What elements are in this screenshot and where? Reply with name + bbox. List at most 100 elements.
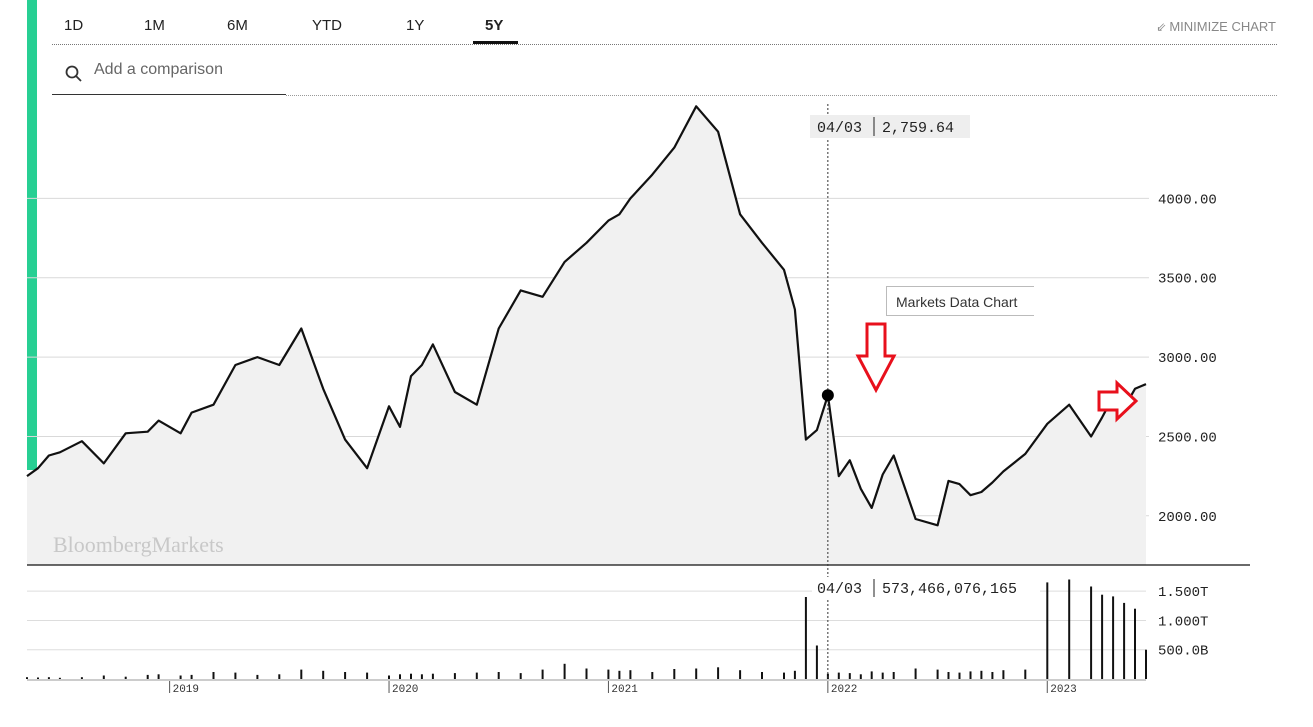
crosshair-volume-date: 04/03 xyxy=(817,581,862,598)
crosshair-point xyxy=(821,389,834,402)
volume-bar xyxy=(58,677,61,679)
volume-bar xyxy=(969,671,972,679)
volume-bar xyxy=(278,674,281,679)
crosshair-date: 04/03 xyxy=(817,120,862,137)
volume-bar xyxy=(37,677,39,679)
chart-tooltip: Markets Data Chart xyxy=(886,286,1034,316)
crosshair-volume: 573,466,076,165 xyxy=(882,581,1017,598)
volume-bar xyxy=(607,669,610,679)
tab-1y[interactable]: 1Y xyxy=(406,17,425,34)
volume-bar xyxy=(947,672,950,679)
volume-bar xyxy=(739,670,742,679)
volume-bar xyxy=(793,670,796,679)
volume-bar xyxy=(991,672,994,679)
volume-bar xyxy=(892,672,895,679)
down-arrow-annotation xyxy=(855,322,897,394)
price-tick-label: 2000.00 xyxy=(1158,510,1217,526)
volume-bar xyxy=(475,672,478,679)
tab-1d[interactable]: 1D xyxy=(64,17,84,34)
volume-bar xyxy=(190,674,193,679)
range-tabs: 1D 1M 6M YTD 1Y 5Y xyxy=(52,10,1277,45)
brand-watermark: BloombergMarkets xyxy=(53,532,224,557)
tab-5y[interactable]: 5Y xyxy=(485,17,504,34)
minimize-chart-button[interactable]: ⇙ MINIMIZE CHART xyxy=(1156,19,1276,34)
x-tick-label: 2022 xyxy=(831,684,857,696)
volume-bar xyxy=(1068,579,1071,679)
volume-bar xyxy=(453,673,456,679)
price-area xyxy=(27,106,1146,566)
volume-bar xyxy=(26,677,28,679)
volume-bar xyxy=(1090,586,1093,679)
volume-bar xyxy=(1046,582,1049,679)
volume-bar xyxy=(322,670,325,679)
volume-bar xyxy=(497,672,500,679)
volume-bar xyxy=(157,674,160,679)
x-tick-label: 2021 xyxy=(611,684,638,696)
volume-bar xyxy=(761,672,763,679)
price-line xyxy=(26,105,1147,527)
tab-6m[interactable]: 6M xyxy=(227,17,248,34)
volume-bar xyxy=(804,597,807,679)
volume-bar xyxy=(366,672,369,679)
volume-bar xyxy=(124,676,127,679)
volume-bar xyxy=(431,673,434,679)
price-tick-label: 2500.00 xyxy=(1158,431,1217,447)
volume-bar xyxy=(870,671,873,679)
volume-bar xyxy=(958,672,961,679)
header-divider xyxy=(286,95,1277,96)
volume-bar xyxy=(410,673,412,679)
accent-bar xyxy=(27,0,37,470)
volume-bar xyxy=(618,670,621,679)
volume-bar xyxy=(399,674,401,679)
comparison-input[interactable] xyxy=(92,60,276,80)
minimize-icon: ⇙ xyxy=(1156,20,1167,34)
price-tick-label: 3500.00 xyxy=(1158,272,1217,288)
search-icon xyxy=(65,65,82,82)
price-tick-label: 4000.00 xyxy=(1158,192,1217,208)
volume-bar xyxy=(1123,602,1126,679)
volume-bar xyxy=(673,669,676,679)
volume-tick-label: 1.000T xyxy=(1158,615,1208,631)
volume-bar xyxy=(1024,669,1027,679)
volume-bar xyxy=(837,672,840,679)
volume-bar xyxy=(783,672,785,679)
volume-bar xyxy=(179,675,182,679)
volume-bar xyxy=(519,673,522,679)
volume-bar xyxy=(848,673,851,679)
volume-tick-label: 1.500T xyxy=(1158,585,1208,601)
volume-bar xyxy=(47,677,50,679)
minimize-label: MINIMIZE CHART xyxy=(1169,19,1276,34)
volume-bar xyxy=(102,675,105,679)
active-tab-underline xyxy=(473,41,518,44)
volume-bar xyxy=(881,672,884,679)
volume-bar xyxy=(212,672,215,679)
volume-bar xyxy=(936,669,939,679)
x-tick-label: 2019 xyxy=(173,684,199,696)
volume-bar xyxy=(695,668,698,679)
right-arrow-annotation xyxy=(1097,379,1139,423)
volume-bar xyxy=(1002,670,1005,679)
crosshair-price: 2,759.64 xyxy=(882,120,954,137)
tab-1m[interactable]: 1M xyxy=(144,17,165,34)
volume-bar xyxy=(1134,608,1136,679)
volume-bar xyxy=(146,674,149,679)
volume-bar xyxy=(300,669,303,679)
volume-bar xyxy=(651,672,654,679)
volume-bar xyxy=(717,667,720,679)
crosshair-price-label: 04/03 2,759.64 xyxy=(810,115,970,138)
volume-bar xyxy=(585,668,588,679)
volume-bar xyxy=(563,663,566,679)
volume-bar xyxy=(1145,649,1147,679)
crosshair-volume-label: 04/03 573,466,076,165 xyxy=(812,577,1040,598)
tab-ytd[interactable]: YTD xyxy=(312,17,342,34)
volume-bar xyxy=(344,672,347,679)
volume-tick-label: 500.0B xyxy=(1158,644,1208,660)
price-tick-label: 3000.00 xyxy=(1158,351,1217,367)
x-tick-label: 2023 xyxy=(1050,684,1076,696)
volume-bar xyxy=(914,668,917,679)
volume-bar xyxy=(234,672,237,679)
volume-bar xyxy=(629,670,632,679)
volume-bar xyxy=(420,674,423,679)
volume-bar xyxy=(541,669,544,679)
